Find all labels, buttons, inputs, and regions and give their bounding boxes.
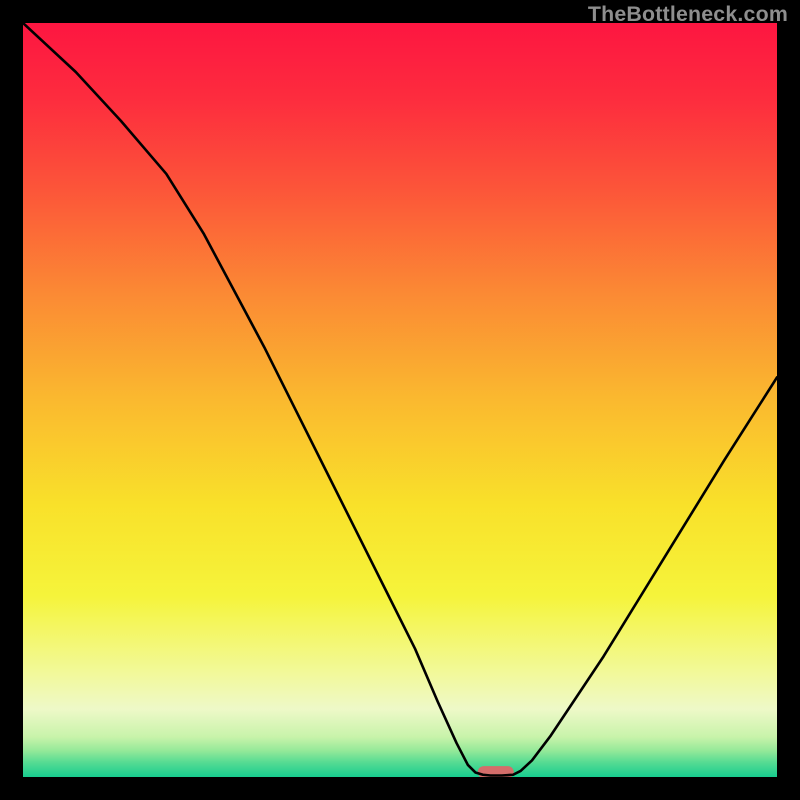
bottleneck-chart-svg (23, 23, 777, 777)
chart-frame: TheBottleneck.com (0, 0, 800, 800)
gradient-background (23, 23, 777, 777)
watermark-text: TheBottleneck.com (588, 2, 788, 27)
plot-area (23, 23, 777, 777)
